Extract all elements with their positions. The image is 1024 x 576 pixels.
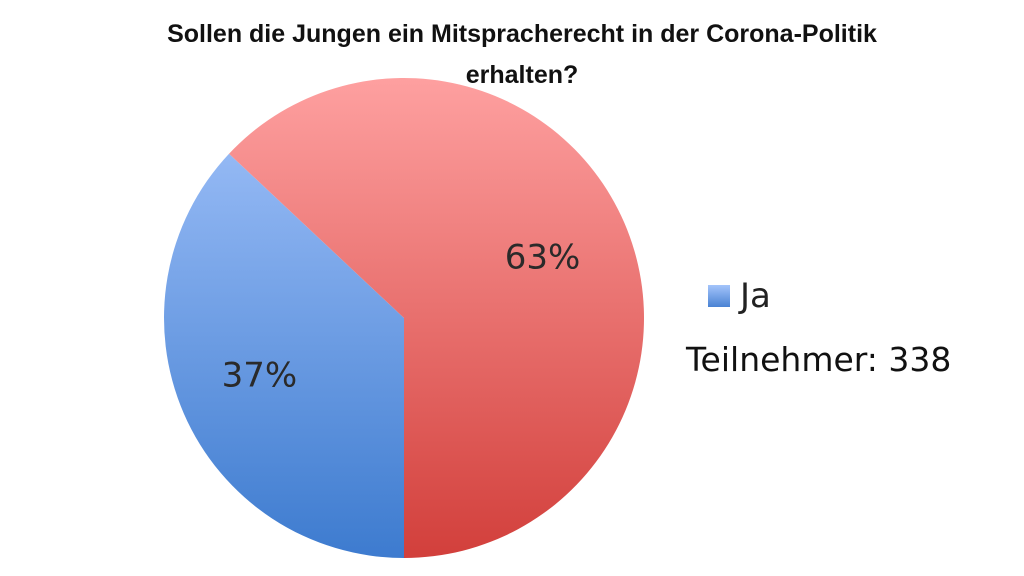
- pie-slice-ja: [164, 153, 404, 558]
- pie-value-label-ja: 37%: [222, 356, 298, 396]
- pie-value-label-other: 63%: [505, 237, 581, 277]
- pie-slice-other: [229, 78, 645, 558]
- participants-count: Teilnehmer: 338: [686, 340, 952, 379]
- legend: Ja: [708, 276, 771, 316]
- chart-title: Sollen die Jungen ein Mitspracherecht in…: [167, 20, 877, 89]
- legend-swatch-ja: [708, 285, 730, 307]
- pie-value-labels: 37% 63%: [222, 237, 581, 395]
- legend-label-ja: Ja: [740, 276, 771, 316]
- pie-slices: [164, 78, 645, 558]
